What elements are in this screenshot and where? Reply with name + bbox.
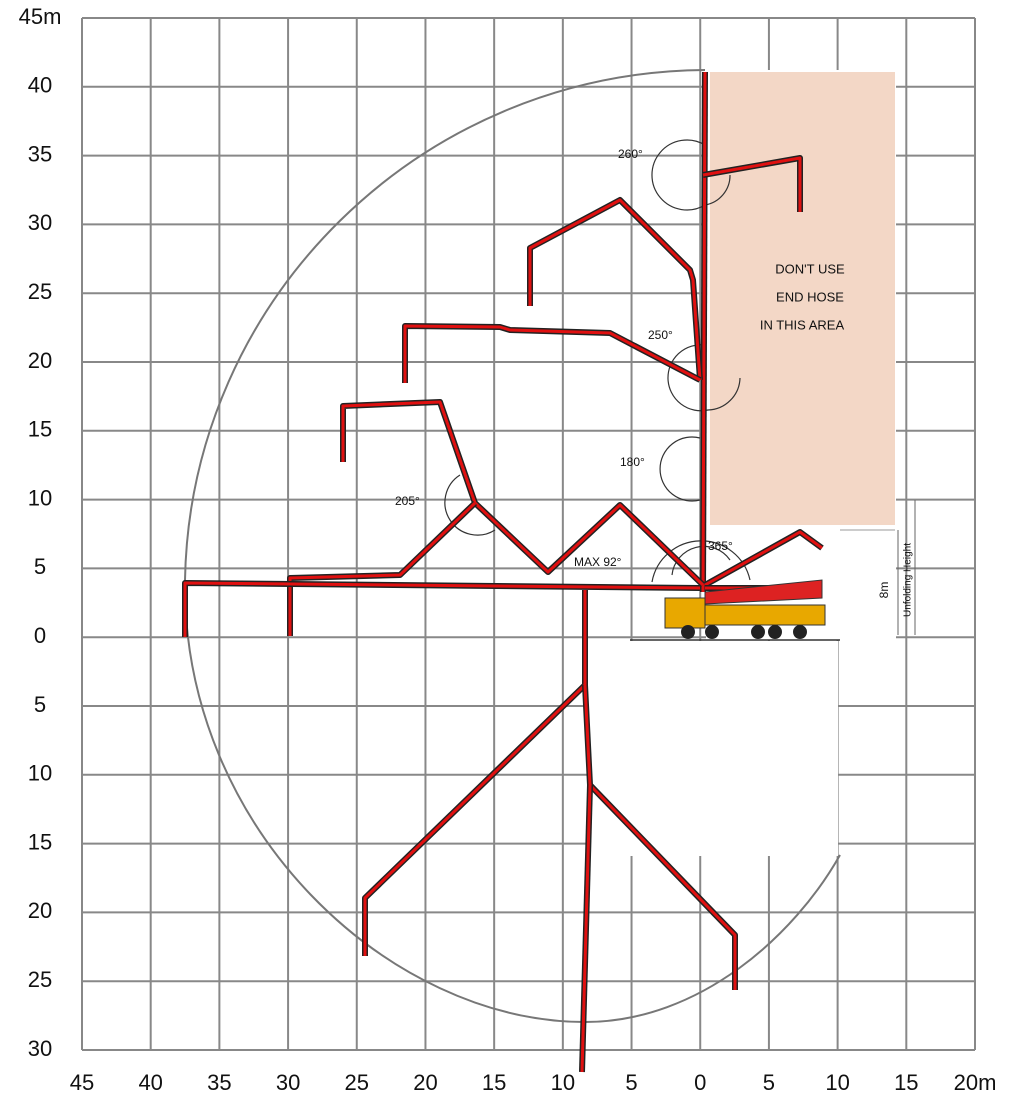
x-axis-label: 5: [625, 1070, 637, 1095]
angle-label: 250°: [648, 328, 673, 342]
y-axis-label: 25: [28, 279, 52, 304]
y-axis-label: 0: [34, 623, 46, 648]
x-axis-label: 20m: [954, 1070, 997, 1095]
y-axis-label: 45m: [19, 4, 62, 29]
x-axis-label: 40: [138, 1070, 162, 1095]
x-axis-label: 20: [413, 1070, 437, 1095]
height-label: Unfolding Height: [903, 543, 914, 617]
y-axis-label: 40: [28, 73, 52, 98]
x-axis-label: 15: [482, 1070, 506, 1095]
y-axis-label: 20: [28, 348, 52, 373]
angle-arcs: [444, 139, 751, 583]
y-axis-label: 10: [28, 485, 52, 510]
y-axis-label: 30: [28, 1036, 52, 1061]
y-axis-label: 5: [34, 554, 46, 579]
boom: [403, 324, 701, 383]
boom-positions: [182, 71, 824, 1073]
x-axis-label: 35: [207, 1070, 231, 1095]
boom: [363, 590, 587, 956]
x-axis-label: 10: [551, 1070, 575, 1095]
boom: [528, 198, 702, 381]
x-axis-label: 5: [763, 1070, 775, 1095]
x-axis-label: 25: [345, 1070, 369, 1095]
cleared-area: [588, 641, 838, 856]
x-axis-label: 10: [825, 1070, 849, 1095]
boom: [288, 501, 477, 636]
boom: [701, 71, 707, 593]
boom: [183, 581, 701, 637]
boom: [583, 684, 737, 990]
height-value: 8m: [877, 582, 891, 599]
angle-label: 205°: [395, 494, 420, 508]
angle-label: 260°: [618, 147, 643, 161]
truck: [664, 579, 826, 639]
boom: [702, 156, 802, 212]
x-axis-label: 45: [70, 1070, 94, 1095]
y-axis-label: 15: [28, 829, 52, 854]
x-axis-label: 0: [694, 1070, 706, 1095]
angle-label: MAX 92°: [574, 555, 622, 569]
no-hose-area: [710, 72, 895, 525]
boom-outline: [362, 590, 588, 956]
boom: [580, 784, 592, 1073]
warning-text: DON'T USE: [775, 261, 845, 276]
x-axis-label: 15: [894, 1070, 918, 1095]
warning-text: IN THIS AREA: [760, 317, 845, 332]
y-axis-label: 35: [28, 141, 52, 166]
boom: [704, 530, 823, 587]
boom-outline: [527, 197, 703, 381]
y-axis-label: 5: [34, 692, 46, 717]
angle-label: 180°: [620, 455, 645, 469]
x-axis-label: 30: [276, 1070, 300, 1095]
warning-text: END HOSE: [776, 289, 844, 304]
boom-outline: [287, 500, 478, 636]
angle-label: 365°: [708, 539, 733, 553]
y-axis-label: 10: [28, 761, 52, 786]
y-axis-label: 30: [28, 210, 52, 235]
y-axis-label: 20: [28, 898, 52, 923]
y-axis-label: 15: [28, 417, 52, 442]
boom-outline: [182, 580, 701, 637]
reach-envelope: [183, 69, 841, 1024]
y-axis-label: 25: [28, 967, 52, 992]
